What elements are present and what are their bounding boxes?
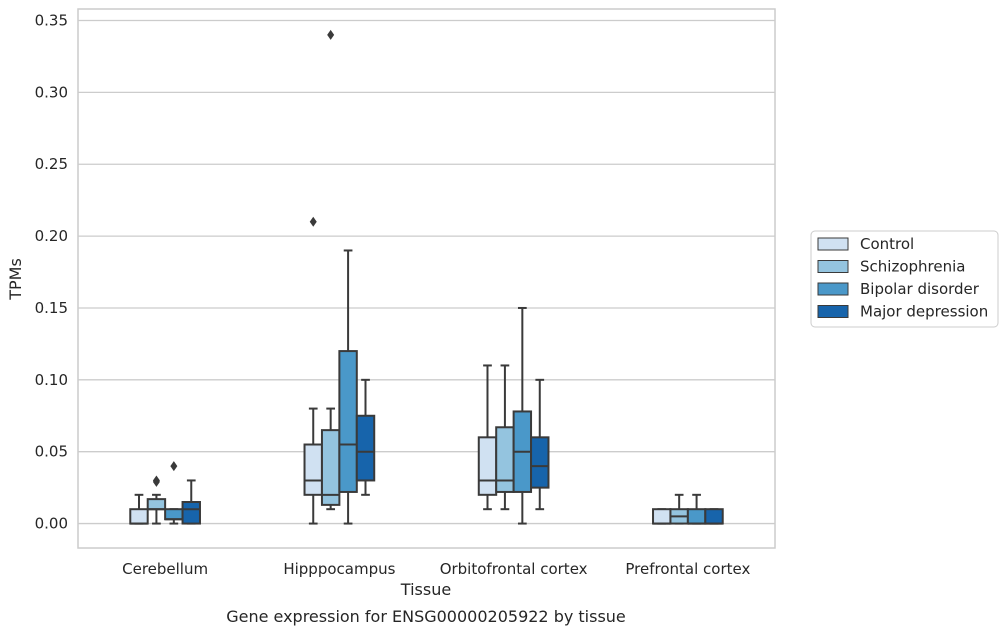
plot-frame bbox=[77, 8, 776, 549]
legend-swatch bbox=[817, 305, 849, 318]
y-tick-label: 0.05 bbox=[35, 443, 68, 461]
outlier-marker bbox=[152, 476, 160, 487]
outlier-marker bbox=[327, 29, 335, 40]
box-group bbox=[303, 216, 323, 525]
grid-lines bbox=[78, 19, 775, 525]
box bbox=[686, 508, 707, 525]
legend-label: Schizophrenia bbox=[860, 258, 965, 276]
x-tick-label: Cerebellum bbox=[122, 560, 208, 578]
box bbox=[652, 508, 672, 525]
x-axis-label: Tissue bbox=[400, 580, 451, 599]
box-group bbox=[704, 508, 724, 525]
box bbox=[338, 350, 358, 493]
legend-frame bbox=[810, 230, 999, 328]
box bbox=[164, 508, 184, 521]
box bbox=[303, 443, 323, 496]
legend-swatch bbox=[817, 237, 849, 251]
legend-label: Bipolar disorder bbox=[860, 280, 980, 298]
outlier-marker bbox=[170, 461, 178, 472]
box-group bbox=[146, 475, 167, 525]
box bbox=[355, 414, 376, 482]
box bbox=[129, 508, 149, 525]
box-group bbox=[355, 378, 376, 496]
box bbox=[704, 508, 724, 525]
x-tick-label: Orbitofrontal cortex bbox=[440, 560, 588, 578]
y-tick-label: 0.30 bbox=[35, 83, 68, 101]
box-group bbox=[652, 508, 672, 525]
outlier-marker bbox=[309, 216, 317, 227]
legend-label: Control bbox=[860, 235, 914, 253]
box bbox=[146, 498, 167, 511]
y-tick-label: 0.20 bbox=[35, 227, 68, 245]
box bbox=[495, 426, 515, 493]
box-group bbox=[512, 306, 533, 525]
legend: Control Schizophrenia Bipolar disorder Majo… bbox=[810, 230, 999, 328]
box-group bbox=[129, 493, 149, 525]
box-group bbox=[320, 29, 341, 511]
box bbox=[477, 436, 498, 496]
box-group bbox=[181, 479, 201, 525]
box bbox=[530, 436, 550, 489]
x-tick-label: Prefrontal cortex bbox=[625, 560, 750, 578]
box-group bbox=[686, 493, 707, 525]
box-group bbox=[477, 364, 498, 511]
box bbox=[181, 501, 201, 525]
x-tick-label: Hipppocampus bbox=[283, 560, 395, 578]
box bbox=[320, 429, 341, 506]
legend-swatch bbox=[817, 260, 849, 273]
box-group bbox=[338, 249, 358, 525]
legend-swatch bbox=[817, 282, 849, 296]
boxes bbox=[129, 29, 724, 525]
chart-caption: Gene expression for ENSG00000205922 by t… bbox=[226, 607, 626, 626]
y-axis-label: TPMs bbox=[6, 258, 25, 301]
legend-label: Major depression bbox=[860, 303, 988, 321]
y-tick-label: 0.10 bbox=[35, 371, 68, 389]
x-tick-labels: Cerebellum Hipppocampus Orbitofrontal cort… bbox=[122, 560, 750, 578]
y-tick-label: 0.00 bbox=[35, 515, 68, 533]
y-tick-label: 0.35 bbox=[35, 11, 68, 29]
y-tick-labels: 0.00 0.05 0.10 0.15 0.20 0.25 0.30 0.35 bbox=[35, 11, 68, 532]
y-tick-label: 0.15 bbox=[35, 299, 68, 317]
box-group bbox=[530, 378, 550, 511]
box-group bbox=[495, 364, 515, 511]
box-group bbox=[669, 493, 689, 525]
y-tick-label: 0.25 bbox=[35, 155, 68, 173]
box-group bbox=[164, 461, 184, 525]
